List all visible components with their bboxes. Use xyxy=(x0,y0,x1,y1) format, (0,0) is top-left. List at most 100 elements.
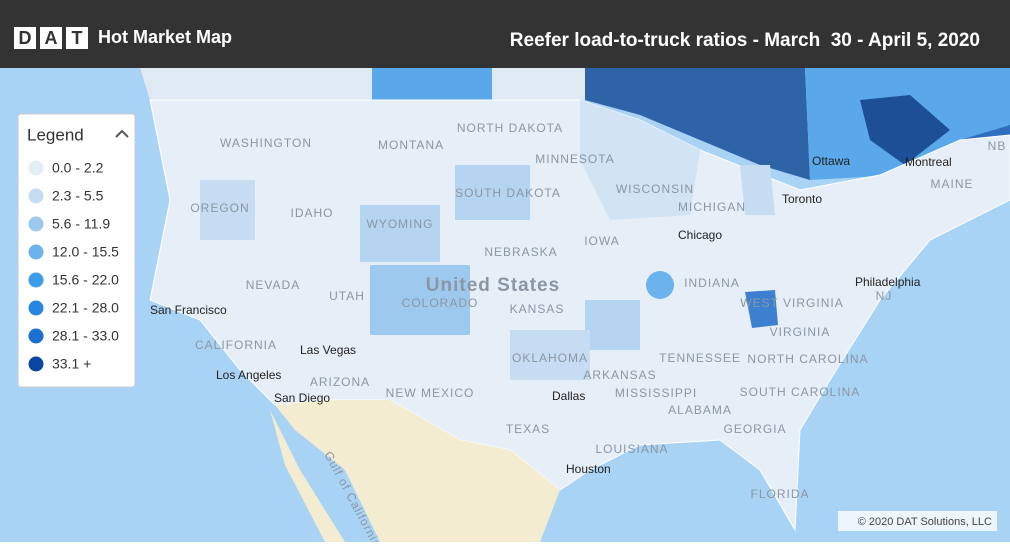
map-label: Toronto xyxy=(782,192,822,206)
map-label: ARKANSAS xyxy=(583,368,656,382)
map-label: San Diego xyxy=(274,391,330,405)
mexico xyxy=(275,400,560,542)
map-label: IOWA xyxy=(584,234,620,248)
region xyxy=(360,205,440,262)
map-label: MINNESOTA xyxy=(535,152,614,166)
legend-items: 0.0 - 2.2 2.3 - 5.5 5.6 - 11.9 12.0 - 15.5 1… xyxy=(27,159,119,373)
map-label: NEW MEXICO xyxy=(386,386,475,400)
copyright-bg xyxy=(838,511,997,531)
map-label: ARIZONA xyxy=(310,375,370,389)
logo-box xyxy=(40,27,62,49)
map-label: NEBRASKA xyxy=(484,245,557,259)
region xyxy=(585,300,640,350)
canada-region xyxy=(372,68,492,100)
legend-collapse[interactable] xyxy=(115,129,129,138)
copyright: © 2020 DAT Solutions, LLC xyxy=(858,516,992,528)
map-label: Dallas xyxy=(552,389,585,403)
map-label: WASHINGTON xyxy=(220,136,312,150)
legend-swatch xyxy=(27,159,45,177)
region xyxy=(580,100,700,220)
map-label: ALABAMA xyxy=(668,403,732,417)
map-label: OKLAHOMA xyxy=(512,351,588,365)
map[interactable] xyxy=(0,68,1010,542)
map-label: NORTH CAROLINA xyxy=(747,352,868,366)
legend-swatch xyxy=(27,299,45,317)
legend-label: 15.6 - 22.0 xyxy=(52,272,119,288)
legend-swatch xyxy=(27,215,45,233)
legend-label: 33.1 + xyxy=(52,356,91,372)
region xyxy=(455,165,530,220)
map-label: MONTANA xyxy=(378,138,444,152)
logo-box xyxy=(66,27,88,49)
logo-letter: D xyxy=(19,28,32,48)
region xyxy=(740,165,775,215)
ontario xyxy=(585,68,810,180)
legend-box xyxy=(17,113,136,388)
hot-spot xyxy=(646,271,674,299)
map-labels: WASHINGTON MONTANA NORTH DAKOTA MINNESOT… xyxy=(150,121,1007,547)
legend: Legend 0.0 - 2.2 2.3 - 5.5 5.6 - 11.9 12.0 … xyxy=(17,113,136,388)
map-label: VIRGINIA xyxy=(770,325,831,339)
legend-swatch xyxy=(27,271,45,289)
map-label: WISCONSIN xyxy=(616,182,694,196)
quebec-dark xyxy=(860,95,950,165)
header-bar xyxy=(0,0,1010,68)
map-label: FLORIDA xyxy=(750,487,809,501)
map-label: United States xyxy=(426,275,560,296)
map-label: Los Angeles xyxy=(216,368,281,382)
map-label: Ottawa xyxy=(812,154,850,168)
map-label: MAINE xyxy=(930,177,973,191)
map-label: UTAH xyxy=(329,289,365,303)
map-label: MICHIGAN xyxy=(678,200,746,214)
map-label: Chicago xyxy=(678,228,722,242)
region xyxy=(200,180,255,240)
page-title: Reefer load-to-truck ratios - March 30 -… xyxy=(510,30,980,51)
map-label: Montreal xyxy=(905,155,952,169)
map-label: KANSAS xyxy=(510,302,565,316)
map-label: Houston xyxy=(566,462,611,476)
legend-label: 22.1 - 28.0 xyxy=(52,300,119,316)
map-label: CALIFORNIA xyxy=(195,338,277,352)
map-label: GEORGIA xyxy=(723,422,786,436)
legend-swatch xyxy=(27,355,45,373)
map-label: Philadelphia xyxy=(855,275,921,289)
legend-label: 2.3 - 5.5 xyxy=(52,188,104,204)
map-label: NB xyxy=(988,139,1007,153)
legend-swatch xyxy=(27,243,45,261)
region xyxy=(510,330,590,380)
map-label: NEVADA xyxy=(246,278,300,292)
canada-west xyxy=(140,68,585,100)
map-label: SOUTH DAKOTA xyxy=(455,186,561,200)
map-label: Las Vegas xyxy=(300,343,356,357)
legend-label: 5.6 - 11.9 xyxy=(52,216,110,232)
map-label: IDAHO xyxy=(290,206,333,220)
map-label: NJ xyxy=(876,289,893,303)
logo-letter: T xyxy=(72,28,83,48)
app-name: Hot Market Map xyxy=(98,27,232,47)
region xyxy=(370,265,470,335)
logo-box xyxy=(14,27,36,49)
logo-letter: A xyxy=(45,28,58,48)
map-label: LOUISIANA xyxy=(595,442,668,456)
map-label: WEST VIRGINIA xyxy=(740,296,843,310)
map-label: OREGON xyxy=(190,201,249,215)
map-label: INDIANA xyxy=(684,276,740,290)
map-label: TEXAS xyxy=(506,422,550,436)
map-label: COLORADO xyxy=(402,296,479,310)
map-label: NORTH DAKOTA xyxy=(457,121,563,135)
legend-label: 0.0 - 2.2 xyxy=(52,160,104,176)
legend-swatch xyxy=(27,327,45,345)
legend-title: Legend xyxy=(27,125,84,144)
map-label: TENNESSEE xyxy=(659,351,741,365)
map-label: MISSISSIPPI xyxy=(615,386,697,400)
map-label: SOUTH CAROLINA xyxy=(740,385,861,399)
legend-label: 28.1 - 33.0 xyxy=(52,328,119,344)
legend-swatch xyxy=(27,187,45,205)
hot-spot xyxy=(745,290,778,328)
map-label: WYOMING xyxy=(367,217,434,231)
map-label: San Francisco xyxy=(150,303,227,317)
legend-label: 12.0 - 15.5 xyxy=(52,244,119,260)
